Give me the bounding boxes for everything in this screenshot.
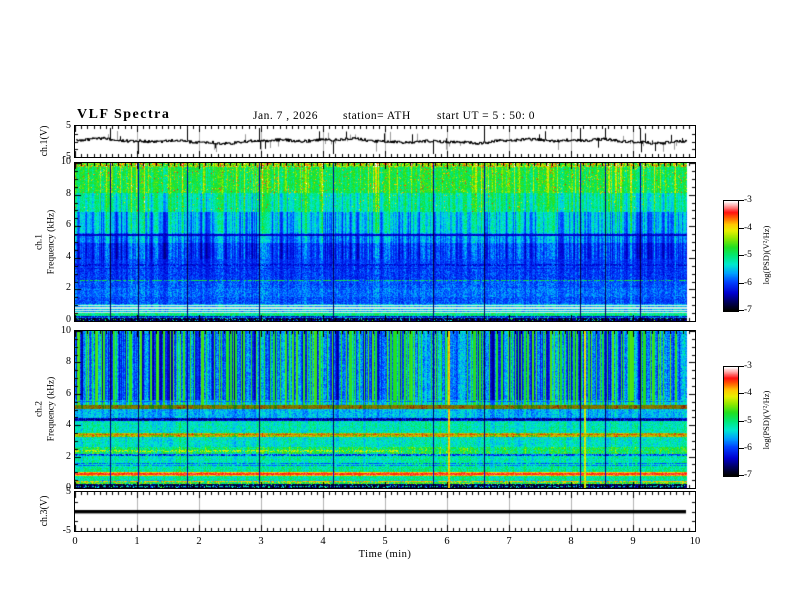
ch1-freq-tick-label: 10 [61,156,71,167]
x-tick-label: 5 [382,536,388,547]
colorbar-ch1 [723,200,739,312]
ch1-volt-tick-label: 5 [66,120,71,131]
x-tick-label: 6 [444,536,450,547]
ch2-freq-tick-label: 0 [66,482,71,493]
ch2-freq-tick-label: 4 [66,419,71,431]
panel-ch1-spectrogram [74,162,696,322]
colorbar-tick [739,255,744,256]
colorbar-ch1-label: log(PSD)(V²/Hz) [761,225,771,285]
colorbar-tick [739,283,744,284]
header-station: station= ATH [343,110,411,122]
ch1-spectrogram-canvas [75,163,695,321]
colorbar-tick-label: -6 [744,278,752,288]
ch2-frequency-axis-label-line1: ch.2 [34,400,45,418]
ch2-frequency-axis-label-line2: Frequency (kHz) [47,376,57,442]
ch2-frequency-axis-label: ch.2 Frequency (kHz) [34,377,59,442]
x-tick-label: 8 [568,536,574,547]
x-tick-label: 3 [258,536,264,547]
colorbar-tick-label: -7 [744,305,752,315]
ch2-freq-tick-label: 2 [66,450,71,462]
ch3-voltage-axis-label: ch.3(V) [38,495,50,527]
panel-ch3-waveform [74,491,696,532]
x-tick-label: 10 [689,536,701,547]
ch1-freq-tick-label: 2 [66,282,71,294]
ch1-waveform-canvas [75,126,695,157]
colorbar-tick [739,228,744,229]
colorbar-tick-label: -4 [744,388,752,398]
ch2-freq-tick-label: 10 [61,325,71,336]
ch2-spectrogram-canvas [75,331,695,488]
x-axis-title: Time (min) [358,549,412,560]
header-date: Jan. 7 , 2026 [253,110,318,122]
colorbar-tick-label: -4 [744,223,752,233]
colorbar-tick [739,200,744,201]
ch3-waveform-canvas [75,492,695,531]
figure-title: VLF Spectra [77,107,171,122]
panel-ch2-spectrogram [74,330,696,489]
colorbar-tick [739,421,744,422]
colorbar-tick-label: -5 [744,416,752,426]
colorbar-tick [739,475,744,476]
ch1-freq-tick-label: 0 [66,314,71,325]
colorbar-tick-label: -6 [744,443,752,453]
ch1-volt-tick-label: -5 [62,151,71,162]
x-tick-label: 2 [196,536,202,547]
ch1-freq-tick-label: 8 [66,187,71,199]
x-tick-label: 1 [134,536,140,547]
ch3-volt-tick-label: -5 [62,525,71,536]
colorbar-ch1-gradient [724,201,738,311]
x-tick-label: 9 [630,536,636,547]
colorbar-ch2 [723,366,739,477]
panel-ch1-waveform [74,125,696,158]
ch1-freq-tick-label: 4 [66,250,71,262]
colorbar-tick [739,366,744,367]
x-tick-label: 0 [72,536,78,547]
colorbar-tick [739,448,744,449]
colorbar-ch2-label: log(PSD)(V²/Hz) [761,390,771,450]
colorbar-tick-label: -7 [744,470,752,480]
colorbar-ch2-gradient [724,367,738,476]
colorbar-tick-label: -5 [744,250,752,260]
ch3-volt-tick-label: 5 [66,486,71,497]
colorbar-tick-label: -3 [744,195,752,205]
x-tick-label: 4 [320,536,326,547]
ch1-freq-tick-label: 6 [66,219,71,231]
x-tick-label: 7 [506,536,512,547]
ch2-freq-tick-label: 8 [66,356,71,368]
colorbar-tick [739,310,744,311]
ch2-freq-tick-label: 6 [66,387,71,399]
colorbar-tick [739,393,744,394]
colorbar-tick-label: -3 [744,361,752,371]
header-start-ut: start UT = 5 : 50: 0 [437,110,536,122]
